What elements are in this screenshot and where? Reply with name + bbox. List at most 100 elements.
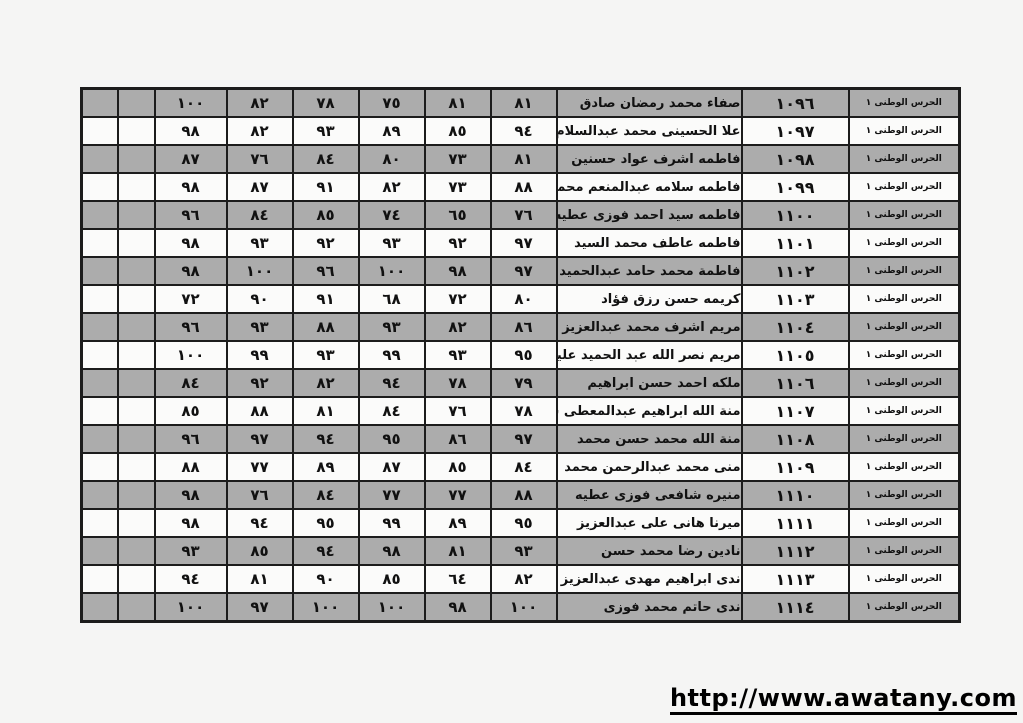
grade-cell-6: ٩٨ bbox=[153, 508, 228, 538]
student-name-cell: ميرنا هانى على عبدالعزيز bbox=[555, 508, 743, 538]
grade-cell-6: ١٠٠ bbox=[153, 87, 228, 118]
grade-cell-1: ٧٩ bbox=[489, 368, 558, 398]
school-name-cell: الحرس الوطنى ١ bbox=[847, 508, 961, 538]
student-name-cell: فاطمه عاطف محمد السيد bbox=[555, 228, 743, 258]
grade-cell-1: ٨٢ bbox=[489, 564, 558, 594]
table-row: ٩٦ ٩٣ ٨٨ ٩٣ ٨٢ ٨٦ مريم اشرف محمد عبدالعز… bbox=[80, 312, 961, 342]
grade-cell-5: ٨٨ bbox=[225, 396, 294, 426]
grade-cell-3: ٩٥ bbox=[357, 424, 426, 454]
footer-url-link[interactable]: http://www.awatany.com bbox=[669, 684, 1017, 715]
grade-cell-1: ٩٣ bbox=[489, 536, 558, 566]
grade-cell-6: ٩٤ bbox=[153, 564, 228, 594]
student-name-cell: مريم اشرف محمد عبدالعزيز bbox=[555, 312, 743, 342]
empty-cell-2 bbox=[116, 368, 156, 398]
empty-cell-2 bbox=[116, 144, 156, 174]
grade-cell-6: ٩٨ bbox=[153, 172, 228, 202]
table-row: ٨٤ ٩٢ ٨٢ ٩٤ ٧٨ ٧٩ ملكه احمد حسن ابراهيم … bbox=[80, 368, 961, 398]
grade-cell-6: ٩٦ bbox=[153, 312, 228, 342]
grade-cell-5: ٧٦ bbox=[225, 144, 294, 174]
school-name-cell: الحرس الوطنى ١ bbox=[847, 396, 961, 426]
empty-cell-1 bbox=[80, 340, 119, 370]
table-row: ٧٢ ٩٠ ٩١ ٦٨ ٧٢ ٨٠ كريمه حسن رزق فؤاد ١١٠… bbox=[80, 284, 961, 314]
grade-cell-4: ٨٨ bbox=[291, 312, 360, 342]
grade-cell-6: ٩٣ bbox=[153, 536, 228, 566]
grade-cell-2: ٩٢ bbox=[423, 228, 492, 258]
grade-cell-3: ٦٨ bbox=[357, 284, 426, 314]
empty-cell-1 bbox=[80, 172, 119, 202]
seat-number-cell: ١١٠١ bbox=[740, 228, 850, 258]
grade-cell-1: ٩٧ bbox=[489, 424, 558, 454]
seat-number-cell: ١١١١ bbox=[740, 508, 850, 538]
grade-cell-6: ٨٥ bbox=[153, 396, 228, 426]
grade-cell-2: ٩٣ bbox=[423, 340, 492, 370]
grade-cell-1: ٩٧ bbox=[489, 228, 558, 258]
school-name-cell: الحرس الوطنى ١ bbox=[847, 340, 961, 370]
grade-cell-3: ٩٣ bbox=[357, 312, 426, 342]
seat-number-cell: ١٠٩٧ bbox=[740, 116, 850, 146]
grade-cell-5: ١٠٠ bbox=[225, 256, 294, 286]
empty-cell-2 bbox=[116, 87, 156, 118]
seat-number-cell: ١١٠٩ bbox=[740, 452, 850, 482]
grade-cell-3: ٧٥ bbox=[357, 87, 426, 118]
grade-cell-3: ٨٧ bbox=[357, 452, 426, 482]
seat-number-cell: ١١١٢ bbox=[740, 536, 850, 566]
table-row: ١٠٠ ٩٩ ٩٣ ٩٩ ٩٣ ٩٥ مريم نصر الله عبد الح… bbox=[80, 340, 961, 370]
grade-cell-2: ٦٥ bbox=[423, 200, 492, 230]
grade-cell-6: ٧٢ bbox=[153, 284, 228, 314]
seat-number-cell: ١١٠٤ bbox=[740, 312, 850, 342]
empty-cell-1 bbox=[80, 508, 119, 538]
table-row: ٩٨ ٧٦ ٨٤ ٧٧ ٧٧ ٨٨ منيره شافعى فوزى عطيه … bbox=[80, 480, 961, 510]
grade-cell-2: ٨٢ bbox=[423, 312, 492, 342]
grade-cell-2: ٧٢ bbox=[423, 284, 492, 314]
grade-cell-5: ٩٣ bbox=[225, 228, 294, 258]
empty-cell-2 bbox=[116, 172, 156, 202]
grade-cell-2: ٧٨ bbox=[423, 368, 492, 398]
grade-cell-4: ٨٤ bbox=[291, 144, 360, 174]
empty-cell-2 bbox=[116, 284, 156, 314]
seat-number-cell: ١١٠٠ bbox=[740, 200, 850, 230]
empty-cell-2 bbox=[116, 340, 156, 370]
empty-cell-1 bbox=[80, 564, 119, 594]
table-row: ٩٣ ٨٥ ٩٤ ٩٨ ٨١ ٩٣ نادين رضا محمد حسن ١١١… bbox=[80, 536, 961, 566]
school-name-cell: الحرس الوطنى ١ bbox=[847, 368, 961, 398]
grade-cell-5: ٨١ bbox=[225, 564, 294, 594]
table-row: ٩٨ ٩٤ ٩٥ ٩٩ ٨٩ ٩٥ ميرنا هانى على عبدالعز… bbox=[80, 508, 961, 538]
grade-cell-2: ٩٨ bbox=[423, 592, 492, 623]
grade-cell-6: ٩٨ bbox=[153, 256, 228, 286]
grade-cell-4: ٩٠ bbox=[291, 564, 360, 594]
grade-cell-4: ٨٢ bbox=[291, 368, 360, 398]
grade-cell-1: ٧٦ bbox=[489, 200, 558, 230]
grade-cell-6: ٩٨ bbox=[153, 480, 228, 510]
grade-cell-6: ٨٧ bbox=[153, 144, 228, 174]
grade-cell-2: ٦٤ bbox=[423, 564, 492, 594]
student-name-cell: منيره شافعى فوزى عطيه bbox=[555, 480, 743, 510]
school-name-cell: الحرس الوطنى ١ bbox=[847, 144, 961, 174]
grade-cell-3: ٨٠ bbox=[357, 144, 426, 174]
grade-cell-5: ٨٢ bbox=[225, 116, 294, 146]
school-name-cell: الحرس الوطنى ١ bbox=[847, 452, 961, 482]
empty-cell-1 bbox=[80, 256, 119, 286]
student-name-cell: فاطمه سيد احمد فوزى عطيه bbox=[555, 200, 743, 230]
seat-number-cell: ١١٠٨ bbox=[740, 424, 850, 454]
grade-cell-2: ٨٥ bbox=[423, 116, 492, 146]
table-row: ١٠٠ ٩٧ ١٠٠ ١٠٠ ٩٨ ١٠٠ ندى حاتم محمد فوزى… bbox=[80, 592, 961, 623]
school-name-cell: الحرس الوطنى ١ bbox=[847, 87, 961, 118]
grade-cell-2: ٧٧ bbox=[423, 480, 492, 510]
table-row: ٩٦ ٩٧ ٩٤ ٩٥ ٨٦ ٩٧ منة الله محمد حسن محمد… bbox=[80, 424, 961, 454]
grade-cell-4: ٩١ bbox=[291, 284, 360, 314]
empty-cell-1 bbox=[80, 480, 119, 510]
grade-cell-1: ١٠٠ bbox=[489, 592, 558, 623]
grade-cell-3: ٨٤ bbox=[357, 396, 426, 426]
grade-cell-6: ٩٨ bbox=[153, 116, 228, 146]
table-row: ٩٨ ١٠٠ ٩٦ ١٠٠ ٩٨ ٩٧ فاطمة محمد حامد عبدا… bbox=[80, 256, 961, 286]
table-row: ١٠٠ ٨٢ ٧٨ ٧٥ ٨١ ٨١ صفاء محمد رمضان صادق … bbox=[80, 87, 961, 118]
grade-cell-4: ٩٤ bbox=[291, 424, 360, 454]
empty-cell-1 bbox=[80, 592, 119, 623]
seat-number-cell: ١١١٠ bbox=[740, 480, 850, 510]
grade-cell-1: ٩٧ bbox=[489, 256, 558, 286]
grade-cell-6: ٨٤ bbox=[153, 368, 228, 398]
grade-cell-1: ٨٤ bbox=[489, 452, 558, 482]
grade-cell-5: ٨٥ bbox=[225, 536, 294, 566]
grade-cell-5: ٨٧ bbox=[225, 172, 294, 202]
